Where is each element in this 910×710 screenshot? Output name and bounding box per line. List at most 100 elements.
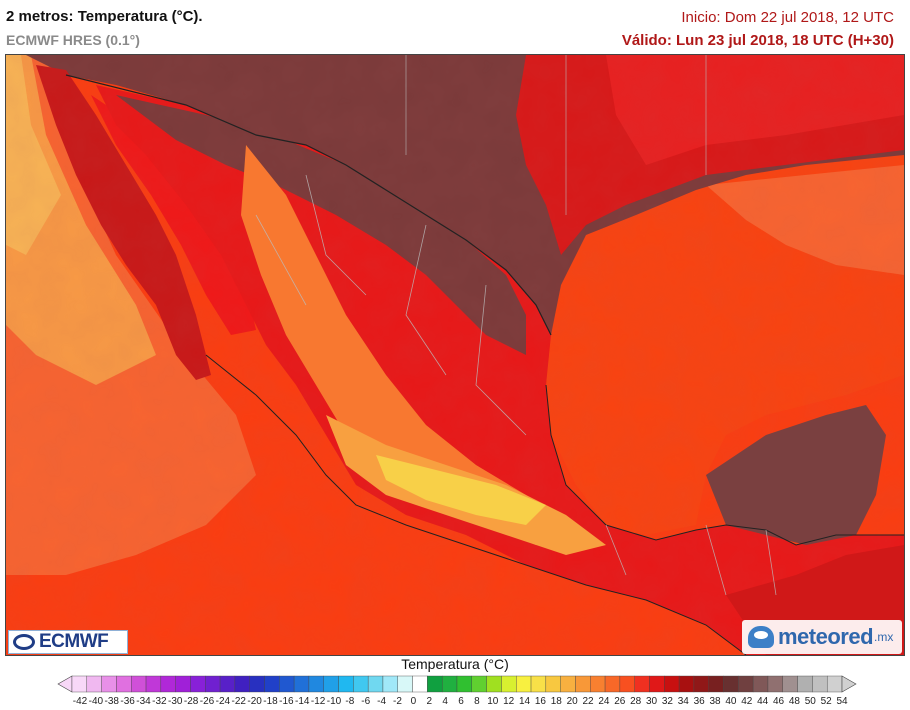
legend-swatch [131,675,147,693]
legend-tick-label: 28 [630,696,642,707]
init-time: Inicio: Dom 22 jul 2018, 12 UTC [681,9,894,26]
legend-swatch [116,675,132,693]
legend-swatch [234,675,250,693]
cloud-icon [748,626,774,648]
legend-tick-label: 38 [709,696,721,707]
legend-swatch [471,675,487,693]
legend-tick-label: -4 [377,696,387,707]
legend-tick-label: -38 [104,696,119,707]
legend-tick-label: 16 [534,696,546,707]
meteored-logo-text: meteored [778,624,874,649]
legend-tick-label: -14 [295,696,310,707]
legend-tick-label: 46 [772,696,785,707]
legend-swatch [71,675,88,693]
legend-swatch [323,675,339,693]
state-borders [255,174,777,596]
legend-swatch [219,675,236,693]
legend-tick-label: 48 [788,696,800,707]
us-mexico-border [65,74,552,336]
legend-tick-label: -16 [279,696,294,707]
legend-tick-label: 20 [566,696,578,707]
legend-swatch [86,675,102,693]
legend-swatch [752,675,769,693]
legend-swatch [797,675,813,693]
legend-tick-label: -10 [326,696,342,707]
legend-tick-label: 10 [487,696,499,707]
color-legend [57,675,857,693]
legend-swatch [190,675,206,693]
legend-swatch [367,675,384,693]
legend-swatch [456,675,473,693]
legend-swatch [338,675,354,693]
legend-tick-label: 18 [550,696,562,707]
legend-tick-label: -24 [215,696,231,707]
legend-swatch [678,675,695,693]
legend-swatch [279,675,295,693]
legend-swatch [782,675,798,693]
us-state-borders [405,55,707,215]
legend-swatch [738,675,754,693]
legend-tick-label: 30 [645,696,658,707]
legend-tick-label: -2 [393,696,402,707]
legend-swatch [249,675,265,693]
legend-tick-label: -36 [120,696,135,707]
legend-tick-label: 8 [474,696,480,707]
legend-swatch [427,675,443,693]
legend-tick-label: 42 [741,696,753,707]
valid-time: Válido: Lun 23 jul 2018, 18 UTC (H+30) [621,32,894,49]
legend-swatch [353,675,369,693]
legend-swatch [708,675,724,693]
legend-swatch [723,675,739,693]
legend-swatch [826,675,843,693]
legend-tick-label: 52 [820,696,832,707]
legend-ticks: -42 -40 -38 -36 -34 -32 -30 -28 -26 -24 -22 -20 -18-… [0,696,910,710]
legend-tick-label: -22 [231,696,246,707]
map-canvas [6,55,904,655]
legend-tick-label: 14 [518,696,531,707]
legend-swatch [412,675,428,693]
legend-tick-label: 2 [426,696,433,707]
legend-swatch [604,675,621,693]
legend-tick-label: 0 [410,696,417,707]
legend-swatch [590,675,606,693]
legend-swatch [145,675,162,693]
legend-swatch [160,675,176,693]
legend-swatch [382,675,398,693]
meteored-logo-suffix: .mx [874,630,894,644]
legend-tick-label: 26 [614,696,626,707]
texture-layer [6,55,904,655]
legend-swatch [545,675,561,693]
legend-swatch [649,675,665,693]
legend-swatch [530,675,547,693]
legend-swatch [441,675,458,693]
legend-swatch [516,675,532,693]
legend-swatch [293,675,310,693]
legend-tick-label: -32 [152,696,167,707]
legend-swatch [308,675,324,693]
ecmwf-mark-icon [13,634,35,650]
legend-tick-label: -26 [199,696,215,707]
pacific-coastline [205,354,747,655]
temperature-map[interactable] [5,54,905,656]
legend-swatch [812,675,828,693]
legend-swatch [175,675,191,693]
legend-tick-label: -8 [345,696,355,707]
legend-tick-label: -28 [183,696,199,707]
central-plateau-cool [376,455,546,525]
legend-swatch [205,675,221,693]
legend-swatch [634,675,650,693]
legend-tick-label: 4 [442,696,448,707]
legend-swatch [560,675,576,693]
legend-swatch [264,675,280,693]
legend-tick-label: 34 [677,696,689,707]
legend-tick-label: 32 [661,696,673,707]
legend-tick-label: -34 [136,696,151,707]
legend-tick-label: -40 [88,696,104,707]
map-title: 2 metros: Temperatura (°C). [6,8,203,25]
model-label: ECMWF HRES (0.1°) [6,32,140,48]
legend-tick-label: 50 [804,696,816,707]
legend-tick-label: 54 [836,696,848,707]
legend-tick-label: 22 [582,696,594,707]
gulf-coastline [545,384,904,546]
legend-tick-label: 24 [598,696,610,707]
